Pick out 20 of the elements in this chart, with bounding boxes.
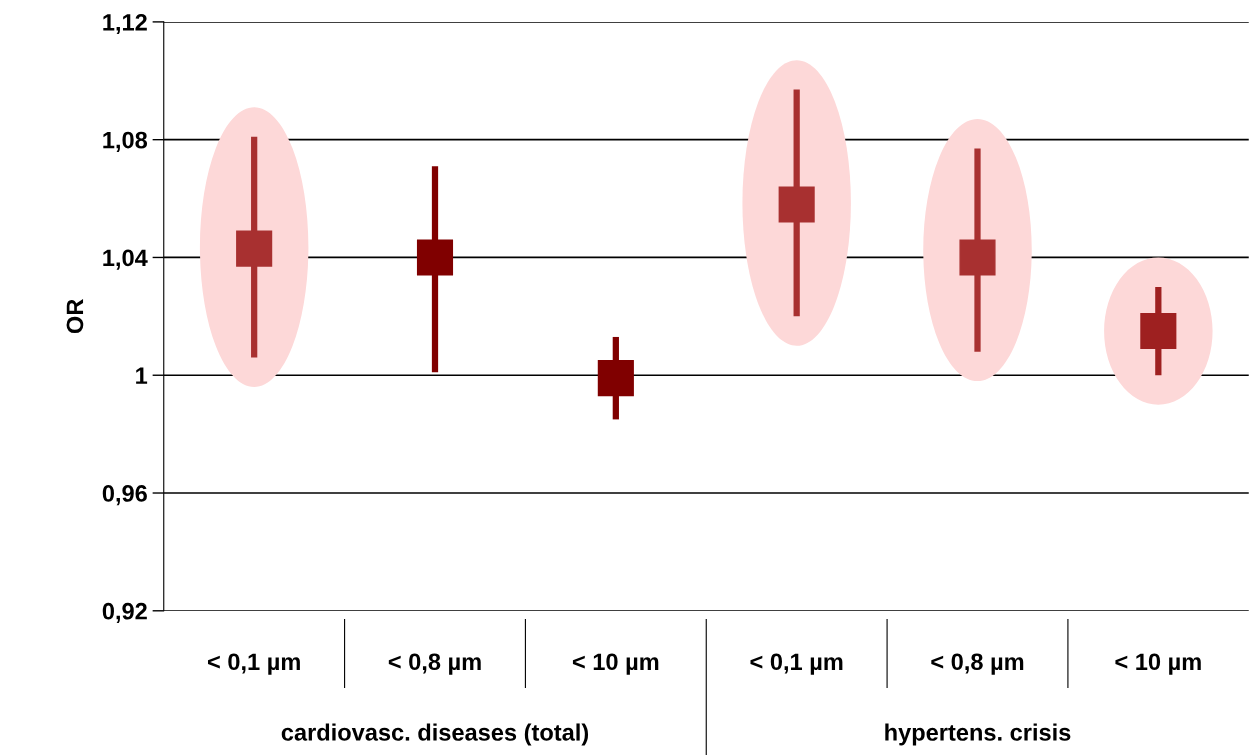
point — [416, 239, 454, 276]
x-tick-label: < 0,1 µm — [207, 653, 300, 675]
y-axis-title: OR — [66, 299, 84, 334]
x-tick-label: < 0,8 µm — [388, 653, 481, 675]
y-tick-label: 1,04 — [103, 249, 148, 270]
point — [236, 230, 273, 267]
y-tick-label: 0,96 — [102, 485, 147, 506]
point — [959, 239, 996, 276]
x-tick-label: < 10 µm — [1115, 653, 1201, 675]
text: hypertens. crisis — [885, 723, 1071, 746]
point — [778, 186, 815, 223]
x-tick-label: < 10 µm — [572, 653, 659, 675]
y-tick-label: 1 — [136, 367, 148, 384]
x-tick-label: < 0,1 µm — [750, 653, 843, 675]
point — [597, 360, 634, 397]
y-tick-label: 0,92 — [102, 602, 147, 624]
y-tick-label: 1,12 — [103, 13, 147, 35]
y-tick-label: 1,08 — [103, 131, 148, 152]
text: cardiovasc. diseases (total) — [281, 723, 589, 746]
x-tick-label: < 0,8 µm — [931, 653, 1024, 675]
